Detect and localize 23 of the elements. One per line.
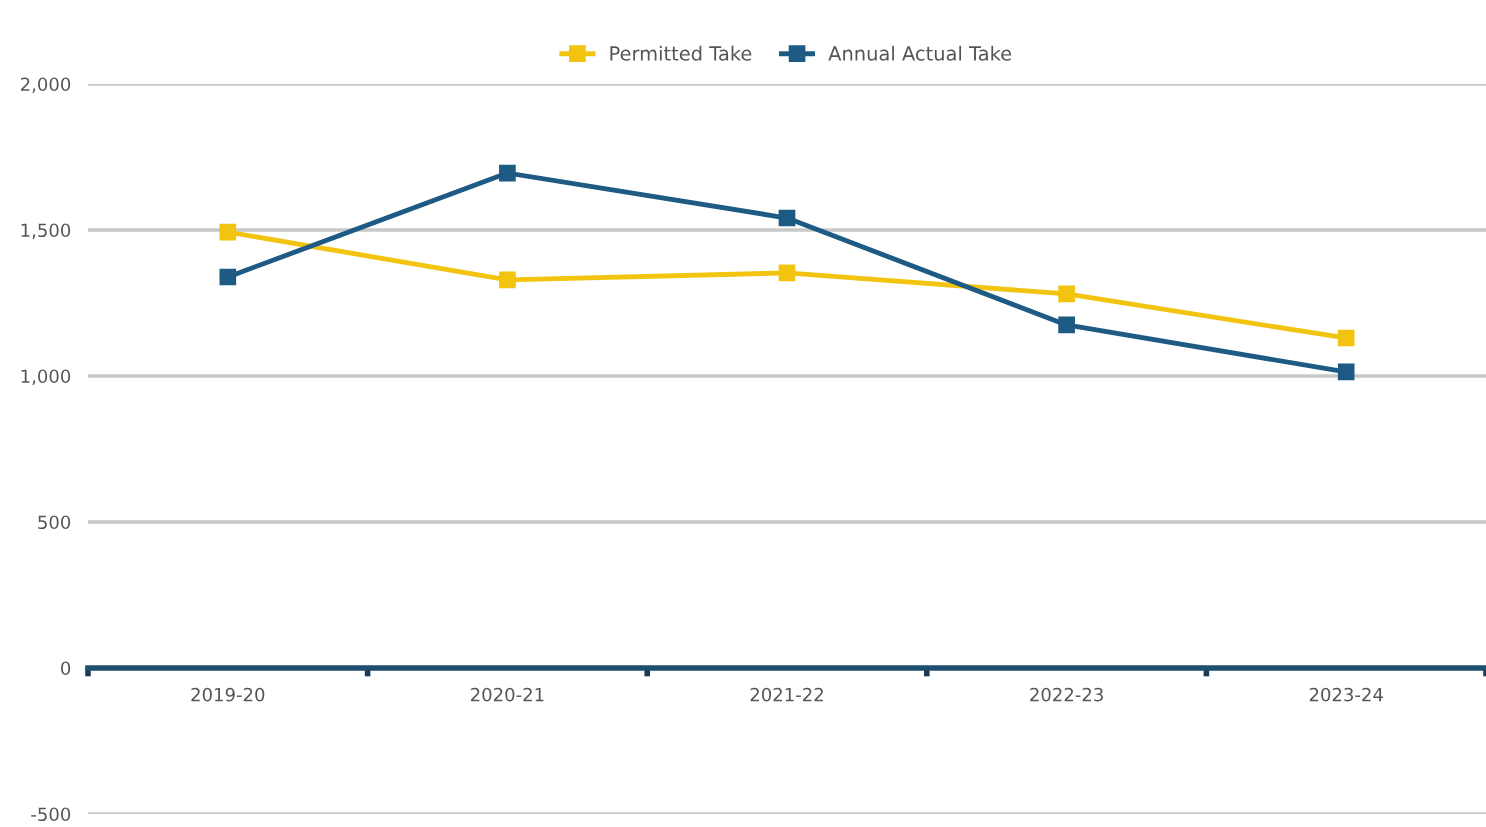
point bbox=[1337, 363, 1355, 381]
point bbox=[219, 268, 237, 286]
legend-label: Annual Actual Take bbox=[828, 45, 1012, 61]
x-tick-label: 2023-24 bbox=[1309, 687, 1383, 702]
point bbox=[499, 164, 516, 182]
legend-label: Permitted Take bbox=[610, 45, 752, 61]
y-tick-label: 500 bbox=[38, 515, 71, 530]
point bbox=[219, 223, 237, 241]
y-tick-label: 0 bbox=[61, 661, 71, 676]
x-tick-label: 2019-20 bbox=[191, 687, 265, 702]
point bbox=[1058, 285, 1075, 303]
y-tick-label: 1,000 bbox=[21, 369, 71, 385]
x-tick-label: 2021-22 bbox=[750, 687, 823, 702]
y-tick-label: -500 bbox=[31, 807, 71, 822]
x-tick-label: 2022-23 bbox=[1030, 687, 1103, 702]
y-tick-label: 1,500 bbox=[21, 223, 71, 239]
y-tick-label: 2,000 bbox=[20, 77, 71, 93]
point bbox=[778, 264, 796, 282]
point bbox=[499, 271, 516, 289]
point bbox=[1058, 316, 1075, 334]
point bbox=[1337, 329, 1355, 347]
point bbox=[778, 209, 796, 227]
x-tick-label: 2020-21 bbox=[471, 687, 544, 702]
